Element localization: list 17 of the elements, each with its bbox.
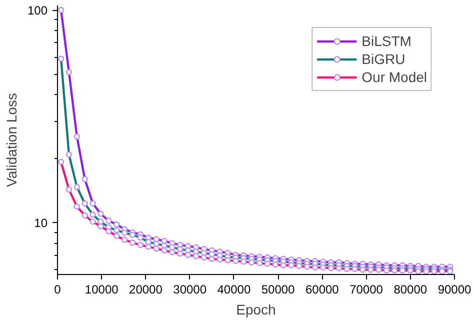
y-axis-title: Validation Loss — [3, 93, 20, 187]
y-tick-label: 100 — [27, 4, 48, 18]
x-tick-label: 10000 — [84, 282, 119, 296]
x-tick-label: 0 — [54, 282, 62, 296]
x-tick-label: 80000 — [394, 282, 428, 296]
x-tick-label: 40000 — [217, 282, 251, 296]
x-tick-label: 20000 — [129, 282, 163, 296]
x-axis-title: Epoch — [236, 302, 276, 318]
y-tick-label: 10 — [34, 216, 48, 230]
legend-label: BiGRU — [362, 50, 406, 68]
legend-label: Our Model — [362, 68, 427, 86]
x-tick-label: 60000 — [305, 282, 340, 296]
legend-label: BiLSTM — [362, 32, 412, 50]
x-tick-label: 50000 — [261, 282, 296, 296]
x-tick-label: 30000 — [173, 282, 207, 296]
x-tick-label: 70000 — [350, 282, 384, 296]
x-tick-label: 90000 — [438, 282, 472, 296]
